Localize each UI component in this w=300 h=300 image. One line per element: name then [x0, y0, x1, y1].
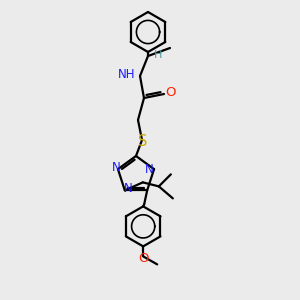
Text: N: N: [145, 163, 153, 176]
Text: N: N: [124, 182, 132, 195]
Text: N: N: [112, 160, 120, 174]
Text: H: H: [154, 50, 162, 60]
Text: S: S: [138, 134, 148, 148]
Text: NH: NH: [118, 68, 135, 80]
Text: O: O: [138, 252, 148, 265]
Text: O: O: [166, 86, 176, 100]
